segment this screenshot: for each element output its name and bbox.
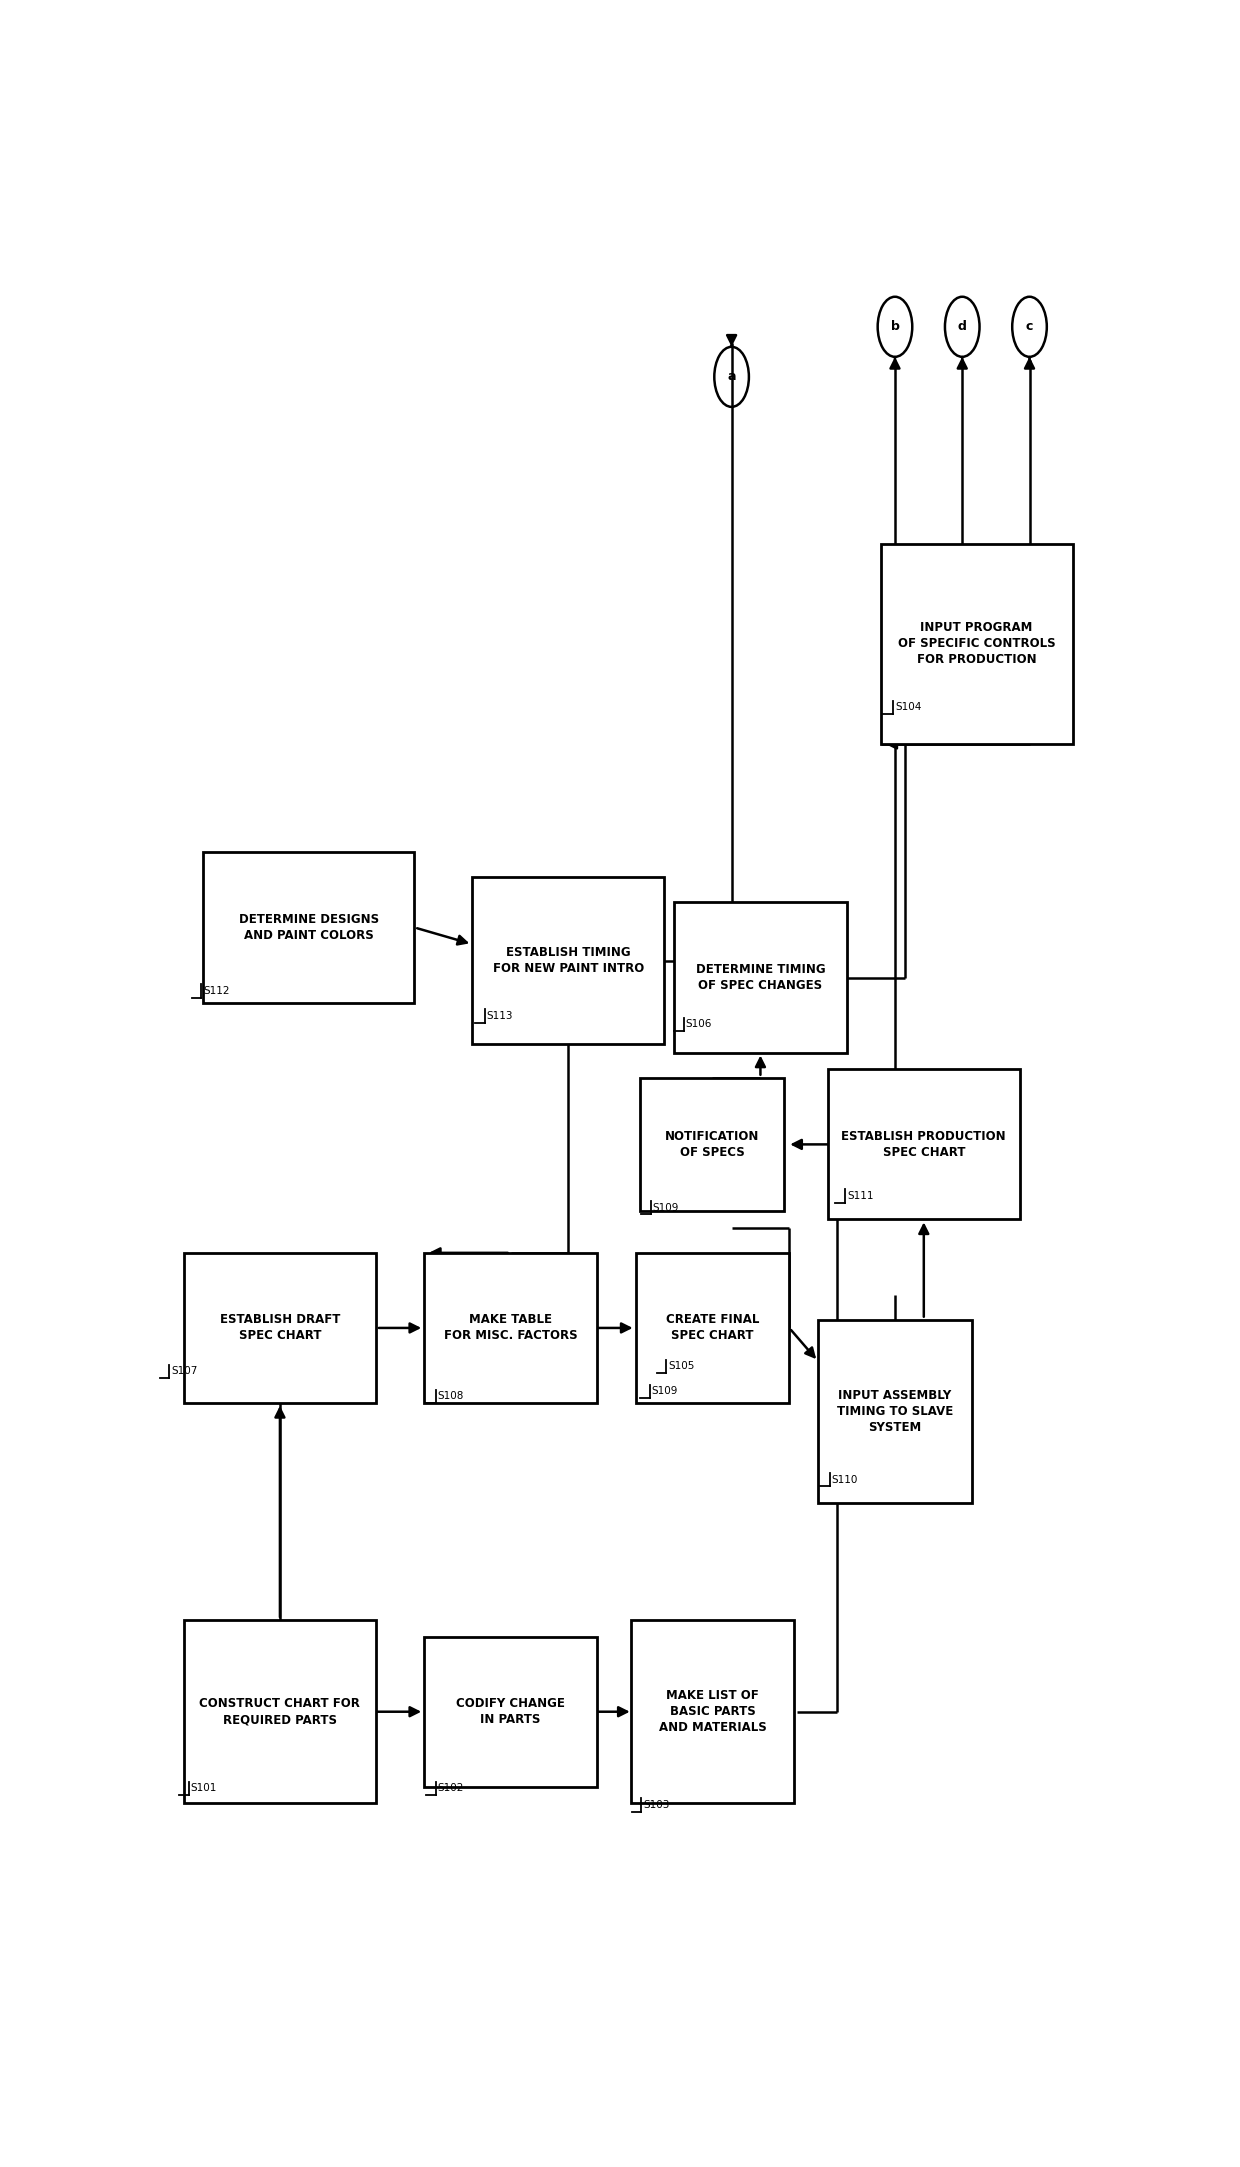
Text: c: c (1025, 321, 1033, 334)
FancyBboxPatch shape (472, 878, 665, 1044)
FancyBboxPatch shape (424, 1253, 596, 1402)
Text: CONSTRUCT CHART FOR
REQUIRED PARTS: CONSTRUCT CHART FOR REQUIRED PARTS (200, 1697, 361, 1727)
Text: S101: S101 (191, 1783, 217, 1794)
Text: b: b (890, 321, 899, 334)
FancyBboxPatch shape (424, 1636, 596, 1788)
Text: S104: S104 (895, 702, 921, 713)
FancyBboxPatch shape (631, 1621, 794, 1803)
Text: S111: S111 (847, 1192, 873, 1201)
Text: S102: S102 (438, 1783, 464, 1794)
Text: NOTIFICATION
OF SPECS: NOTIFICATION OF SPECS (665, 1129, 760, 1159)
FancyBboxPatch shape (640, 1077, 785, 1211)
FancyBboxPatch shape (880, 544, 1073, 743)
FancyBboxPatch shape (635, 1253, 789, 1402)
Text: S108: S108 (438, 1391, 464, 1402)
Text: INPUT ASSEMBLY
TIMING TO SLAVE
SYSTEM: INPUT ASSEMBLY TIMING TO SLAVE SYSTEM (837, 1389, 954, 1435)
Text: ESTABLISH TIMING
FOR NEW PAINT INTRO: ESTABLISH TIMING FOR NEW PAINT INTRO (492, 947, 644, 975)
Text: MAKE LIST OF
BASIC PARTS
AND MATERIALS: MAKE LIST OF BASIC PARTS AND MATERIALS (658, 1690, 766, 1734)
Text: CREATE FINAL
SPEC CHART: CREATE FINAL SPEC CHART (666, 1313, 759, 1341)
Text: S109: S109 (652, 1203, 680, 1214)
Text: ESTABLISH PRODUCTION
SPEC CHART: ESTABLISH PRODUCTION SPEC CHART (842, 1129, 1006, 1159)
Text: S106: S106 (686, 1018, 712, 1029)
FancyBboxPatch shape (203, 852, 414, 1003)
Text: S113: S113 (486, 1012, 513, 1021)
FancyBboxPatch shape (828, 1068, 1021, 1220)
Text: S112: S112 (203, 986, 229, 997)
Text: d: d (957, 321, 967, 334)
Text: MAKE TABLE
FOR MISC. FACTORS: MAKE TABLE FOR MISC. FACTORS (444, 1313, 578, 1341)
Text: a: a (728, 371, 735, 384)
Text: INPUT PROGRAM
OF SPECIFIC CONTROLS
FOR PRODUCTION: INPUT PROGRAM OF SPECIFIC CONTROLS FOR P… (898, 622, 1055, 665)
Text: S110: S110 (832, 1476, 858, 1484)
FancyBboxPatch shape (675, 901, 847, 1053)
FancyBboxPatch shape (818, 1320, 972, 1504)
Text: S107: S107 (171, 1367, 197, 1376)
Text: CODIFY CHANGE
IN PARTS: CODIFY CHANGE IN PARTS (456, 1697, 565, 1727)
Text: DETERMINE TIMING
OF SPEC CHANGES: DETERMINE TIMING OF SPEC CHANGES (696, 962, 826, 992)
Text: S105: S105 (668, 1361, 694, 1372)
FancyBboxPatch shape (184, 1253, 376, 1402)
Text: S103: S103 (644, 1801, 670, 1809)
Text: ESTABLISH DRAFT
SPEC CHART: ESTABLISH DRAFT SPEC CHART (219, 1313, 340, 1341)
FancyBboxPatch shape (184, 1621, 376, 1803)
Text: S109: S109 (652, 1387, 678, 1396)
Text: DETERMINE DESIGNS
AND PAINT COLORS: DETERMINE DESIGNS AND PAINT COLORS (238, 912, 379, 943)
